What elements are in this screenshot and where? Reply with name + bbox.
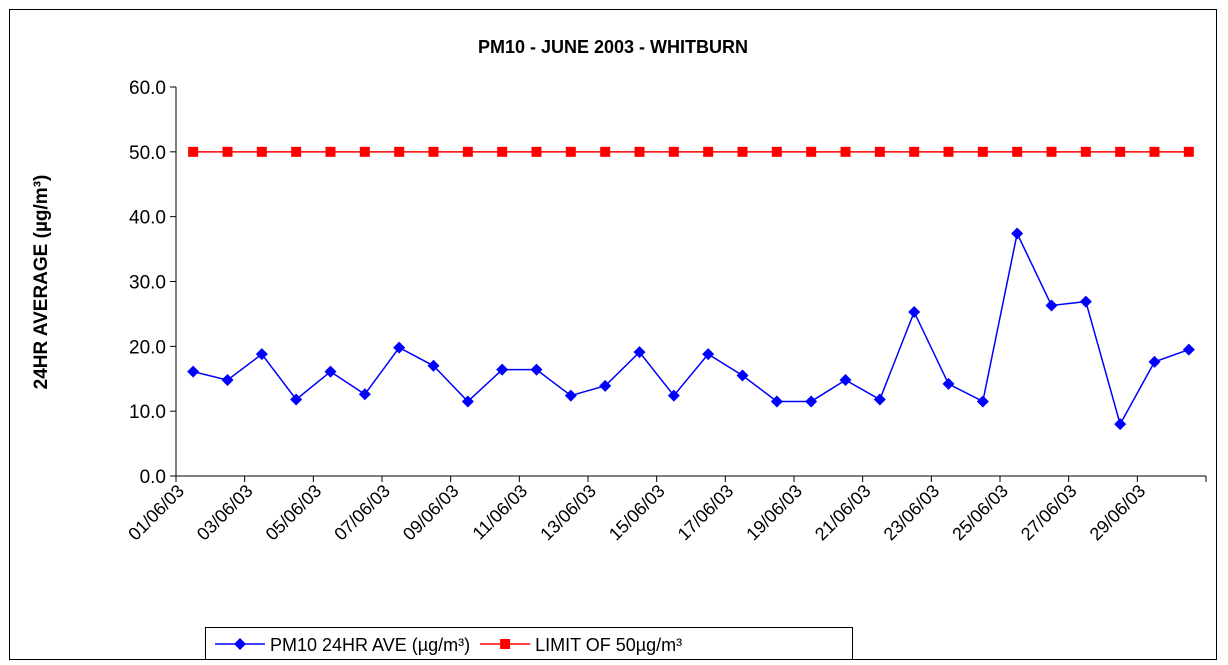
data-point	[290, 393, 303, 406]
legend-marker	[234, 638, 246, 650]
data-point	[1182, 343, 1195, 356]
y-tick-label: 50.0	[129, 143, 166, 164]
data-point	[737, 146, 748, 157]
data-point	[565, 146, 576, 157]
data-point	[427, 359, 440, 372]
data-point	[255, 348, 268, 361]
series-line	[192, 231, 1190, 427]
data-point	[942, 377, 955, 390]
chart-title: PM10 - JUNE 2003 - WHITBURN	[478, 37, 748, 57]
data-point	[1011, 227, 1024, 240]
data-point	[462, 146, 473, 157]
data-point	[1012, 146, 1023, 157]
chart-border	[9, 9, 1217, 660]
data-point	[497, 146, 508, 157]
y-axis-label: 24HR AVERAGE (µg/m³)	[31, 175, 52, 390]
data-point	[1148, 355, 1161, 368]
data-point	[633, 346, 646, 359]
data-point	[770, 395, 783, 408]
data-point	[943, 146, 954, 157]
data-point	[600, 146, 611, 157]
data-point	[564, 389, 577, 402]
data-point	[1080, 146, 1091, 157]
data-point	[187, 365, 200, 378]
data-point	[771, 146, 782, 157]
y-tick-label: 30.0	[129, 273, 166, 294]
y-tick-label: 60.0	[129, 78, 166, 99]
data-point	[1045, 299, 1058, 312]
data-point	[358, 388, 371, 401]
data-point	[668, 146, 679, 157]
data-point	[291, 146, 302, 157]
data-point	[976, 395, 989, 408]
data-point	[1149, 146, 1160, 157]
data-point	[840, 146, 851, 157]
data-point	[1183, 146, 1194, 157]
data-point	[1046, 146, 1057, 157]
data-point	[873, 393, 886, 406]
data-point	[496, 363, 509, 376]
data-point	[1115, 146, 1126, 157]
data-point	[874, 146, 885, 157]
data-point	[909, 146, 920, 157]
y-tick-label: 0.0	[140, 467, 166, 488]
data-point	[977, 146, 988, 157]
data-point	[634, 146, 645, 157]
legend-marker	[500, 639, 511, 649]
data-point	[702, 348, 715, 361]
data-point	[599, 379, 612, 392]
data-point	[394, 146, 405, 157]
data-point	[461, 395, 474, 408]
data-point	[1079, 295, 1092, 308]
data-point	[325, 146, 336, 157]
data-point	[530, 363, 543, 376]
data-point	[667, 389, 680, 402]
legend-label: PM10 24HR AVE (µg/m³)	[270, 635, 470, 655]
legend-label: LIMIT OF 50µg/m³	[535, 635, 682, 655]
data-point	[393, 341, 406, 354]
data-point	[703, 146, 714, 157]
data-point	[531, 146, 542, 157]
data-point	[222, 146, 233, 157]
data-point	[1114, 418, 1127, 431]
data-point	[908, 305, 921, 318]
data-point	[806, 146, 817, 157]
data-point	[188, 146, 199, 157]
y-tick-label: 10.0	[129, 402, 166, 423]
y-tick-label: 20.0	[129, 337, 166, 358]
data-point	[221, 374, 234, 387]
data-point	[256, 146, 267, 157]
data-point	[428, 146, 439, 157]
data-point	[324, 365, 337, 378]
y-tick-label: 40.0	[129, 208, 166, 229]
data-point	[839, 374, 852, 387]
data-point	[805, 395, 818, 408]
data-point	[359, 146, 370, 157]
data-point	[736, 369, 749, 382]
